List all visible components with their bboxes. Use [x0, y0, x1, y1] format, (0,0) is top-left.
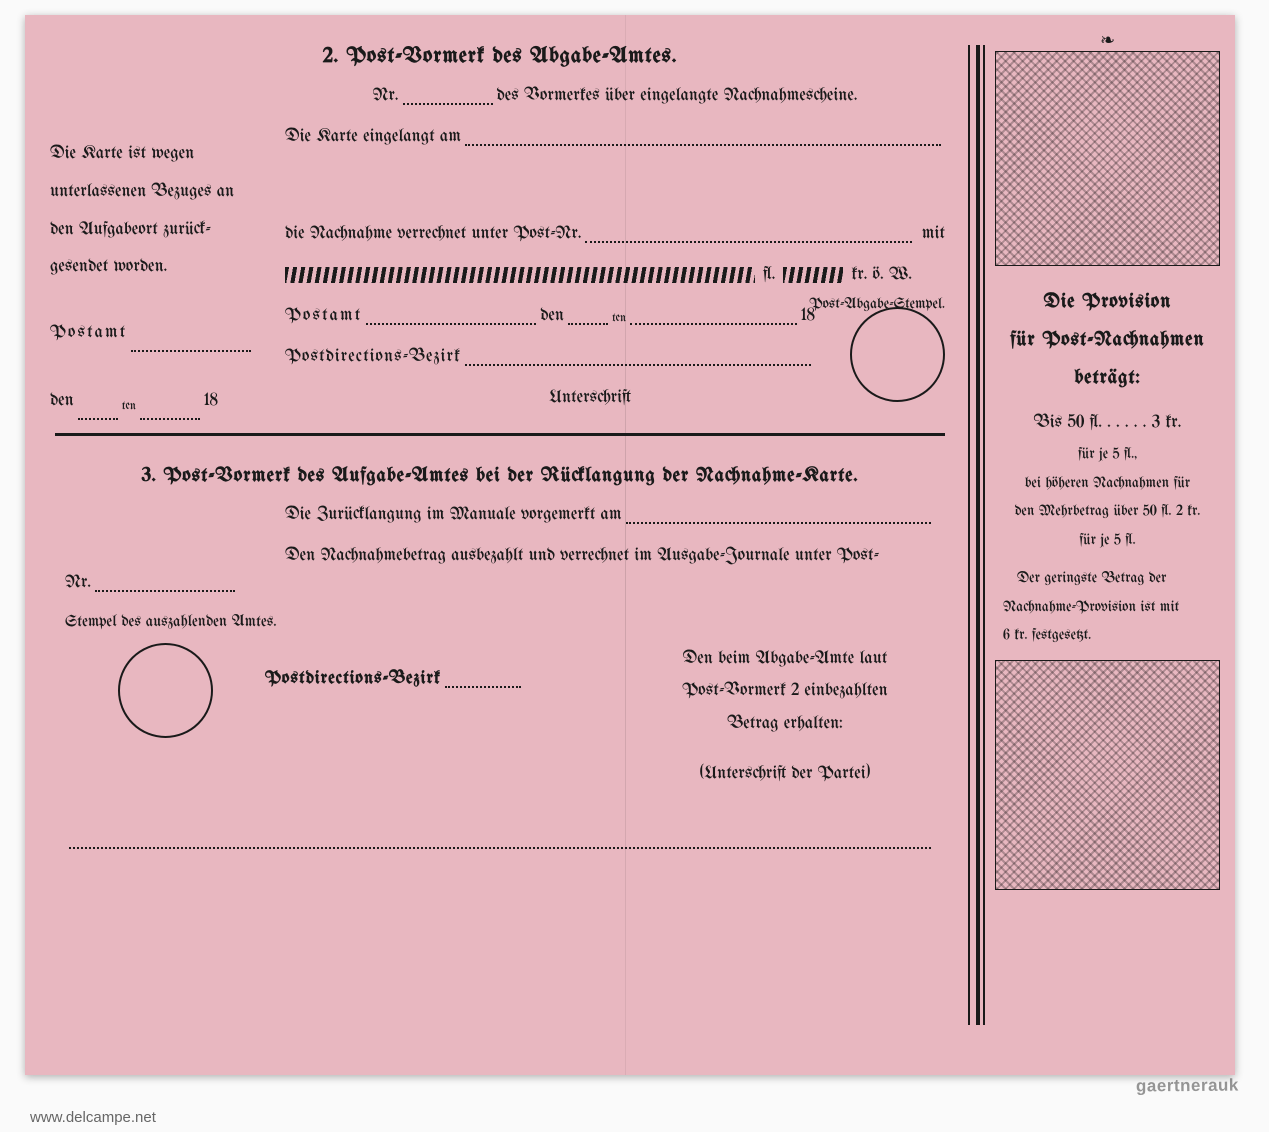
hatched-rule	[783, 267, 843, 283]
sec2-nr-line: Nr. des Vormerkes über eingelangte Nachn…	[285, 86, 945, 105]
watermark-bl: www.delcampe.net	[30, 1109, 156, 1126]
vertical-rule	[983, 45, 985, 1025]
dotted-field[interactable]	[445, 670, 521, 688]
verrechnet-label: die Nachnahme verrechnet unter Post-Nr.	[285, 224, 581, 243]
divider-rule	[55, 433, 945, 436]
stamp-circle	[850, 307, 945, 402]
sec2-verrechnet: die Nachnahme verrechnet unter Post-Nr. …	[285, 224, 945, 243]
vertical-rule	[968, 45, 970, 1025]
dotted-field[interactable]	[585, 225, 911, 243]
den-label: den	[50, 382, 74, 420]
dotted-field[interactable]	[131, 334, 251, 352]
sec2-hatch-row: fl. kr. ö. W.	[285, 265, 945, 284]
sec3-l2a: Den Nachnahmebetrag ausbezahlt und verre…	[285, 546, 935, 565]
l1-label: Die Zurücklangung im Manuale vorgemerkt …	[285, 505, 622, 524]
sec3-right-block: Den beim Abgabe-Amte laut Post-Vormerk 2…	[635, 643, 935, 791]
year-label: 18	[204, 382, 218, 420]
postamt-label: Postamt	[50, 314, 127, 352]
ten-label: ten	[122, 395, 136, 420]
eingelangt-label: Die Karte eingelangt am	[285, 127, 461, 146]
prov-l3: bei höheren Nachnahmen für	[1003, 469, 1212, 498]
prov-l2: für je 5 fl.,	[1003, 440, 1212, 469]
r3: Betrag erhalten:	[635, 708, 935, 740]
dotted-field[interactable]	[626, 506, 931, 524]
prov-h2: für Post-Nachnahmen	[1003, 322, 1212, 360]
left-margin-note: Die Karte ist wegen unterlassenen Bezuge…	[50, 135, 255, 420]
postamt-label: Postamt	[285, 306, 362, 325]
sec3-footer-dots	[65, 831, 935, 849]
prov-h1: Die Provision	[1003, 284, 1212, 322]
dotted-field[interactable]	[403, 87, 493, 105]
ornament-bottom	[995, 660, 1220, 890]
ten-label: ten	[612, 313, 626, 325]
provision-block: Die Provision für Post-Nachnahmen beträg…	[995, 266, 1220, 660]
prov-l8: 6 kr. festgesetzt.	[1003, 621, 1212, 650]
note-date-row: den ten 18	[50, 382, 255, 420]
sec2-title: 2. Post-Vormerk des Abgabe-Amtes.	[55, 45, 945, 68]
note-line: Die Karte ist wegen	[50, 135, 255, 173]
note-line: den Aufgabeort zurück-	[50, 211, 255, 249]
document-page: Die Karte ist wegen unterlassenen Bezuge…	[25, 15, 1235, 1075]
dotted-field[interactable]	[95, 574, 235, 592]
prov-l5: für je 5 fl.	[1003, 526, 1212, 555]
stamp-circle	[118, 643, 213, 738]
sec2-eingelangt: Die Karte eingelangt am	[285, 127, 945, 146]
watermark-br: gaertnerauk	[1136, 1076, 1239, 1097]
dotted-field[interactable]	[366, 307, 536, 325]
sec2-unterschrift: Unterschrift	[285, 388, 945, 407]
sec3-title: 3. Post-Vormerk des Aufgabe-Amtes bei de…	[65, 466, 935, 487]
ornament-top	[995, 51, 1220, 266]
dotted-field[interactable]	[140, 402, 200, 420]
note-postamt-row: Postamt	[50, 314, 255, 352]
prov-l6: Der geringste Betrag der	[1003, 564, 1212, 593]
kr-label: kr. ö. W.	[851, 265, 912, 284]
prov-l1: Bis 50 fl. . . . . . 3 kr.	[1003, 406, 1212, 440]
fl-label: fl.	[763, 265, 775, 284]
vertical-rule	[976, 45, 980, 1025]
dotted-field[interactable]	[69, 831, 931, 849]
bezirk-label: Postdirections-Bezirk	[285, 347, 461, 366]
left-content: Die Karte ist wegen unterlassenen Bezuge…	[25, 15, 955, 1075]
r1: Den beim Abgabe-Amte laut	[635, 643, 935, 675]
dotted-field[interactable]	[568, 307, 608, 325]
sec3-stempel-label: Stempel des auszahlenden Amtes.	[65, 614, 935, 631]
mit-label: mit	[922, 224, 945, 243]
dotted-field[interactable]	[465, 128, 941, 146]
nr-label: Nr.	[65, 573, 91, 592]
dotted-field[interactable]	[78, 402, 118, 420]
stempel-label: Post-Abgabe-Stempel.	[809, 296, 945, 312]
prov-l4: den Mehrbetrag über 50 fl. 2 kr.	[1003, 497, 1212, 526]
r2: Post-Vormerk 2 einbezahlten	[635, 675, 935, 707]
sec2-body: Nr. des Vormerkes über eingelangte Nachn…	[285, 86, 945, 407]
sec3-l2b: Nr.	[65, 573, 935, 592]
bezirk-label: Postdirections-Bezirk	[265, 669, 441, 688]
prov-l7: Nachnahme-Provision ist mit	[1003, 593, 1212, 622]
hatched-rule	[285, 267, 755, 283]
sec3-bezirk-row: Postdirections-Bezirk	[265, 669, 525, 688]
nr-label: Nr.	[372, 86, 398, 105]
sec2-bezirk-row: Postdirections-Bezirk	[285, 347, 945, 366]
nr-tail: des Vormerkes über eingelangte Nachnahme…	[497, 86, 858, 105]
note-line: unterlassenen Bezuges an	[50, 173, 255, 211]
dotted-field[interactable]	[630, 307, 797, 325]
sec3-l1: Die Zurücklangung im Manuale vorgemerkt …	[285, 505, 935, 524]
right-strip: ❧ Die Provision für Post-Nachnahmen betr…	[995, 35, 1220, 1045]
prov-h3: beträgt:	[1003, 360, 1212, 398]
ornament-finial-icon: ❧	[995, 35, 1220, 49]
unterschrift-label: Unterschrift	[549, 388, 631, 407]
section-3: 3. Post-Vormerk des Aufgabe-Amtes bei de…	[55, 466, 945, 849]
r4: (Unterschrift der Partei)	[635, 758, 935, 790]
dotted-field[interactable]	[465, 348, 811, 366]
note-line: gesendet worden.	[50, 248, 255, 286]
den-label: den	[540, 306, 564, 325]
